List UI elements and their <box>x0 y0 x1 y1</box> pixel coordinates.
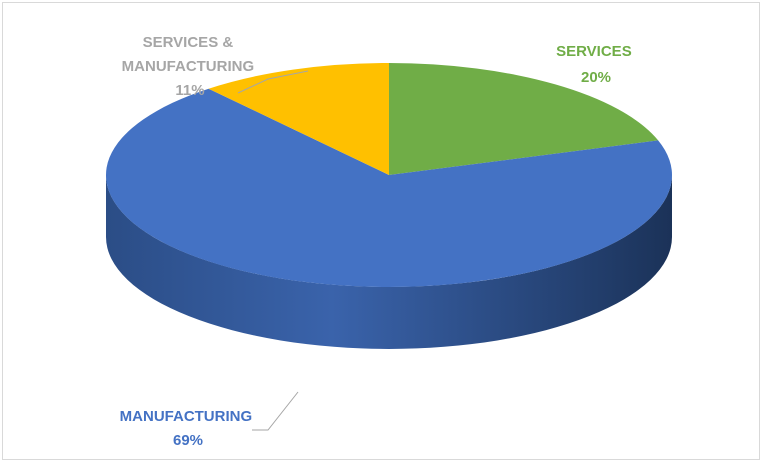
slice-label-manufacturing-name: MANUFACTURING <box>120 408 253 425</box>
pie-side-wall <box>106 175 672 349</box>
leader-line-services-manufacturing <box>237 70 309 94</box>
leader-line-manufacturing <box>252 391 299 431</box>
slice-label-services-manufacturing: SERVICES & MANUFACTURING 11% <box>122 34 259 99</box>
slice-label-services-manufacturing-percent: 11% <box>175 82 204 99</box>
pie-slice-manufacturing <box>106 88 673 287</box>
slice-label-services: SERVICES 20% <box>556 43 636 86</box>
pie-slice-services-manufacturing <box>208 63 389 175</box>
slice-label-manufacturing: MANUFACTURING 69% <box>120 408 257 449</box>
slice-label-services-percent: 20% <box>581 69 611 86</box>
slice-label-manufacturing-percent: 69% <box>173 432 203 449</box>
slice-label-services-manufacturing-line1: SERVICES & <box>143 34 234 51</box>
pie-slice-services <box>389 63 659 175</box>
slice-label-services-manufacturing-line2: MANUFACTURING <box>122 58 255 75</box>
slice-label-services-name: SERVICES <box>556 43 632 60</box>
